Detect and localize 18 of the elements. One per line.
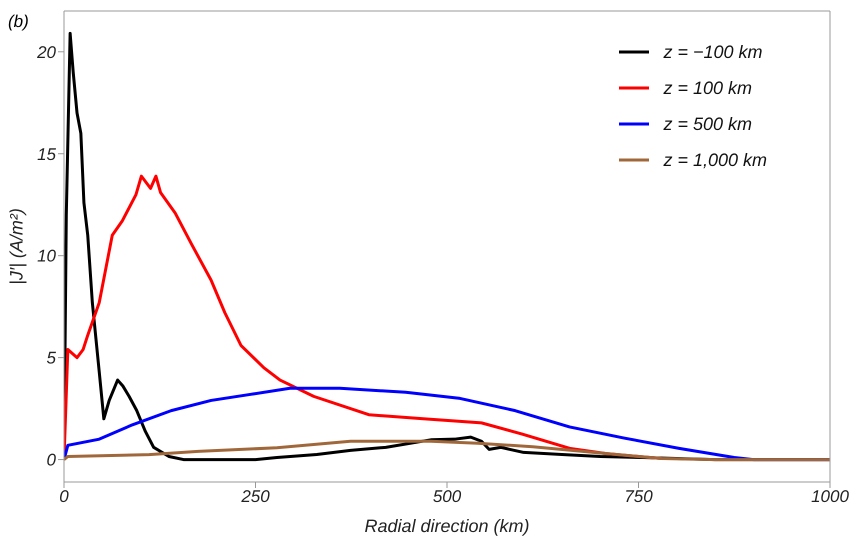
text: (b) xyxy=(8,12,29,32)
x-tick-label: 1000 xyxy=(811,487,850,506)
legend-label: z = 1,000 km xyxy=(663,150,767,170)
y-tick-label: 0 xyxy=(46,450,57,470)
legend-label: z = 500 km xyxy=(663,114,752,134)
legend-label: z = 100 km xyxy=(663,78,752,98)
y-tick-label: 5 xyxy=(46,348,57,368)
y-tick-label: 15 xyxy=(37,144,57,164)
x-axis-title: Radial direction (km) xyxy=(364,516,530,536)
legend-label: z = −100 km xyxy=(663,42,762,62)
x-tick-label: 500 xyxy=(432,487,462,506)
y-tick-label: 10 xyxy=(37,246,57,266)
x-tick-label: 750 xyxy=(624,487,654,506)
x-tick-label: 0 xyxy=(59,487,70,506)
line-series xyxy=(64,440,830,462)
x-tick-label: 250 xyxy=(240,487,270,506)
y-axis-title: |J′| (A/m²) xyxy=(6,208,26,285)
y-tick-label: 20 xyxy=(36,42,57,62)
